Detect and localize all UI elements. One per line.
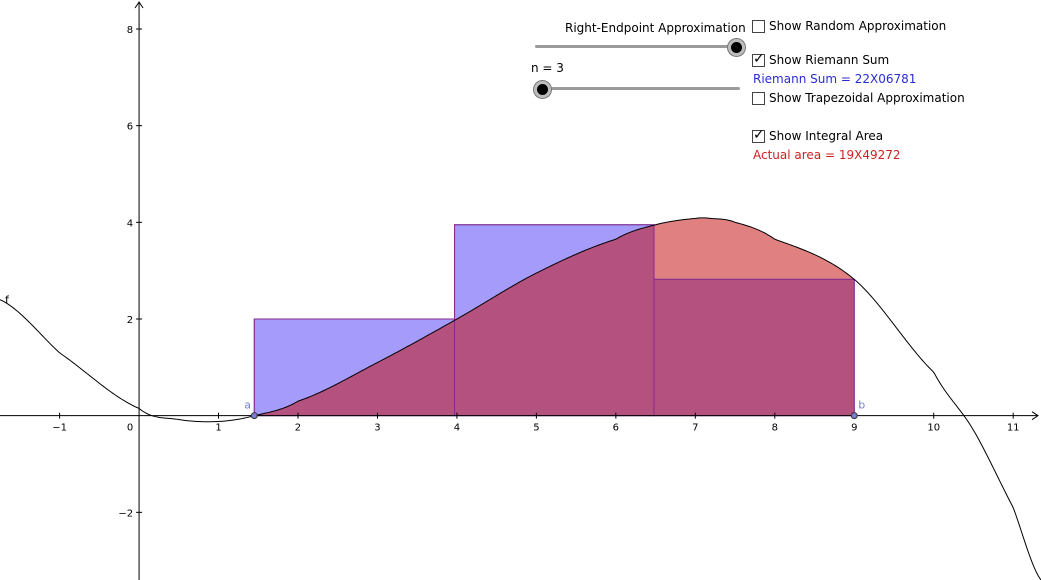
overlap-region-2 [454,225,655,416]
function-label: f [5,294,10,307]
show-random-label: Show Random Approximation [769,19,947,33]
x-axis-arrow [1031,411,1039,421]
n-slider-label: n = 3 [531,61,564,75]
x-tick-label: −1 [52,423,67,434]
x-tick-label: 5 [533,423,539,434]
show-riemann-label: Show Riemann Sum [769,53,890,67]
x-tick-label: 1 [215,423,221,434]
show-trapezoid-row[interactable]: Show Trapezoidal Approximation [752,91,965,105]
endpoint-slider-label: Right-Endpoint Approximation [565,21,746,35]
x-tick-label: 11 [1007,423,1020,434]
point-a[interactable] [250,412,258,420]
y-axis-arrow [134,1,144,9]
show-trapezoid-checkbox[interactable] [752,91,765,105]
function-curve [0,217,1041,580]
function-curve-layer: f [0,217,1041,580]
overlap-region-3 [654,279,855,416]
x-tick-label: 9 [851,423,857,434]
show-integral-row[interactable]: Show Integral Area [752,127,884,143]
overlap-region-1 [254,320,455,416]
x-tick-label: 7 [692,423,698,434]
x-tick-label: 4 [454,423,460,434]
x-tick-label: 3 [374,423,380,434]
show-trapezoid-label: Show Trapezoidal Approximation [769,91,965,105]
y-tick-label: 2 [127,315,133,326]
show-random-row[interactable]: Show Random Approximation [752,19,946,33]
endpoint-slider-knob[interactable] [728,39,745,56]
n-slider-knob[interactable] [534,81,551,98]
x-tick-label: 8 [772,423,778,434]
endpoint-slider-track[interactable] [535,45,740,48]
x-tick-label: 2 [295,423,301,434]
point-b-label: b [858,399,865,412]
x-tick-label: 6 [613,423,619,434]
show-integral-label: Show Integral Area [769,129,884,143]
actual-area-value: Actual area = 19X49272 [753,148,901,162]
show-random-checkbox[interactable] [752,19,765,33]
x-tick-label: 0 [127,423,133,434]
point-b[interactable] [850,412,858,420]
n-slider-track[interactable] [540,87,740,90]
y-tick-label: −2 [118,508,133,519]
show-integral-checkbox[interactable] [752,127,765,143]
show-riemann-checkbox[interactable] [752,51,765,67]
riemann-sum-value: Riemann Sum = 22X06781 [753,72,917,86]
y-tick-label: 4 [127,218,133,229]
y-tick-label: 8 [127,25,133,36]
point-a-label: a [244,399,251,412]
show-riemann-row[interactable]: Show Riemann Sum [752,51,890,67]
y-tick-label: 6 [127,122,133,133]
x-tick-label: 10 [927,423,940,434]
